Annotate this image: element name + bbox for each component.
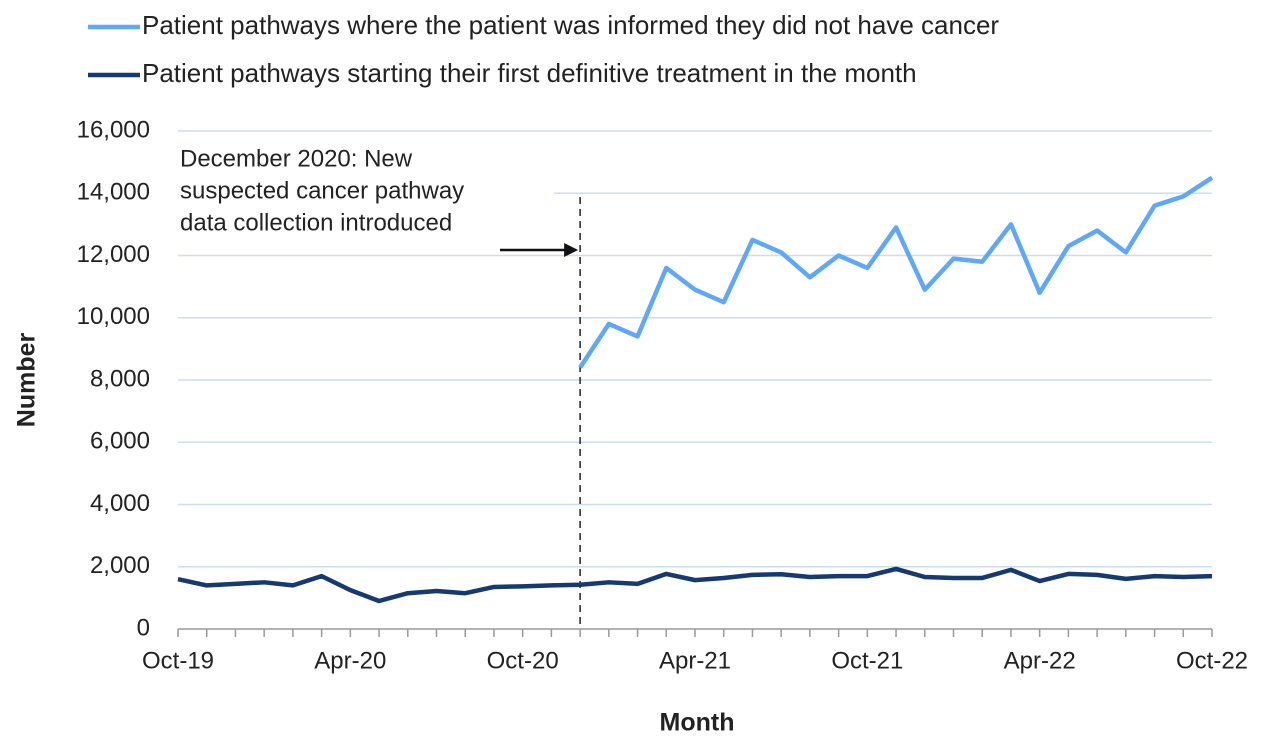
annotation-text: December 2020: New: [180, 145, 413, 172]
series-line: [177, 566, 1213, 604]
annotation-bg: [172, 142, 554, 242]
annotation-text: suspected cancer pathway: [180, 177, 464, 204]
y-axis-title: Number: [13, 333, 41, 428]
x-tick-label: Apr-22: [1004, 647, 1076, 674]
y-tick-label: 10,000: [77, 303, 150, 330]
annotation-text: data collection introduced: [180, 209, 452, 236]
x-tick-label: Apr-20: [314, 647, 386, 674]
x-tick-label: Apr-21: [659, 647, 731, 674]
y-tick-label: 8,000: [90, 365, 150, 392]
y-tick-label: 6,000: [90, 428, 150, 455]
series-line: [578, 175, 1214, 369]
legend-label: Patient pathways where the patient was i…: [142, 10, 999, 40]
x-tick-label: Oct-20: [487, 647, 559, 674]
y-tick-label: 4,000: [90, 490, 150, 517]
legend-label: Patient pathways starting their first de…: [142, 58, 917, 88]
x-tick-label: Oct-21: [831, 647, 903, 674]
y-tick-label: 2,000: [90, 552, 150, 579]
y-tick-label: 0: [137, 614, 150, 641]
arrow-head: [564, 243, 579, 257]
y-tick-label: 12,000: [77, 241, 150, 268]
y-tick-label: 14,000: [77, 179, 150, 206]
x-tick-label: Oct-19: [142, 647, 214, 674]
x-tick-label: Oct-22: [1176, 647, 1248, 674]
x-axis-title: Month: [660, 709, 735, 737]
y-tick-label: 16,000: [77, 116, 150, 143]
